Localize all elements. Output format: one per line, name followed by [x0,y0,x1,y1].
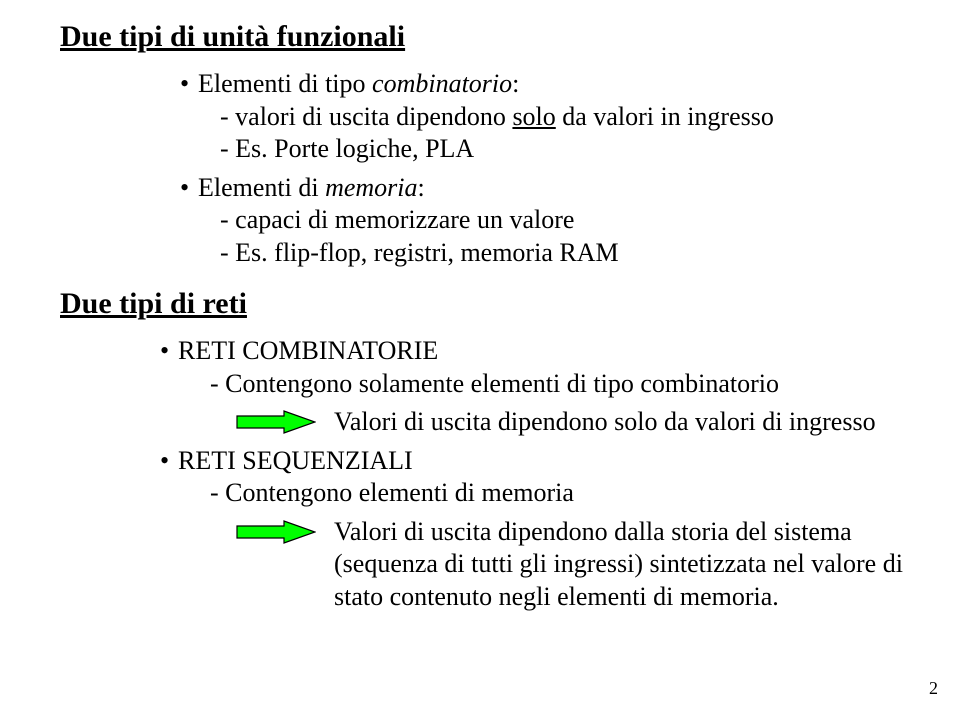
bullet-dot: • [160,335,178,368]
arrow-icon [236,410,316,436]
sub-line: - Es. Porte logiche, PLA [220,133,920,166]
bullet-text: RETI SEQUENZIALI [178,446,413,475]
bullet-colon: : [512,69,519,98]
heading-1: Due tipi di unità funzionali [60,20,920,54]
sub-tail: da valori in ingresso [556,102,774,131]
arrow-shape [237,411,315,433]
arrow-icon [236,520,316,546]
bullet-colon: : [418,173,425,202]
page-number: 2 [929,678,938,699]
bullet-dot: • [180,172,198,205]
arrow-row-1: Valori di uscita dipendono solo da valor… [236,406,920,439]
sub-line: - Es. flip-flop, registri, memoria RAM [220,237,920,270]
bullet-combinatorio: •Elementi di tipo combinatorio: [180,68,920,101]
bullet-italic: memoria [325,173,417,202]
bullet-text: RETI COMBINATORIE [178,336,438,365]
bullet-dot: • [160,445,178,478]
sub-text: - valori di uscita dipendono [220,102,512,131]
bullet-dot: • [180,68,198,101]
bullet-reti-combinatorie: •RETI COMBINATORIE [160,335,920,368]
sub-line: - Contengono elementi di memoria [210,477,920,510]
bullet-text: Elementi di [198,173,325,202]
bullet-italic: combinatorio [372,69,512,98]
slide-page: Due tipi di unità funzionali •Elementi d… [0,0,960,711]
bullet-text: Elementi di tipo [198,69,372,98]
sub-underline: solo [512,102,555,131]
arrow-shape [237,521,315,543]
bullet-memoria: •Elementi di memoria: [180,172,920,205]
sub-line: - capaci di memorizzare un valore [220,204,920,237]
arrow-text: Valori di uscita dipendono dalla storia … [334,516,920,614]
bullet-reti-sequenziali: •RETI SEQUENZIALI [160,445,920,478]
sub-line: - valori di uscita dipendono solo da val… [220,101,920,134]
arrow-text: Valori di uscita dipendono solo da valor… [334,406,876,439]
arrow-row-2: Valori di uscita dipendono dalla storia … [236,516,920,614]
heading-2: Due tipi di reti [60,287,920,321]
sub-line: - Contengono solamente elementi di tipo … [210,368,920,401]
